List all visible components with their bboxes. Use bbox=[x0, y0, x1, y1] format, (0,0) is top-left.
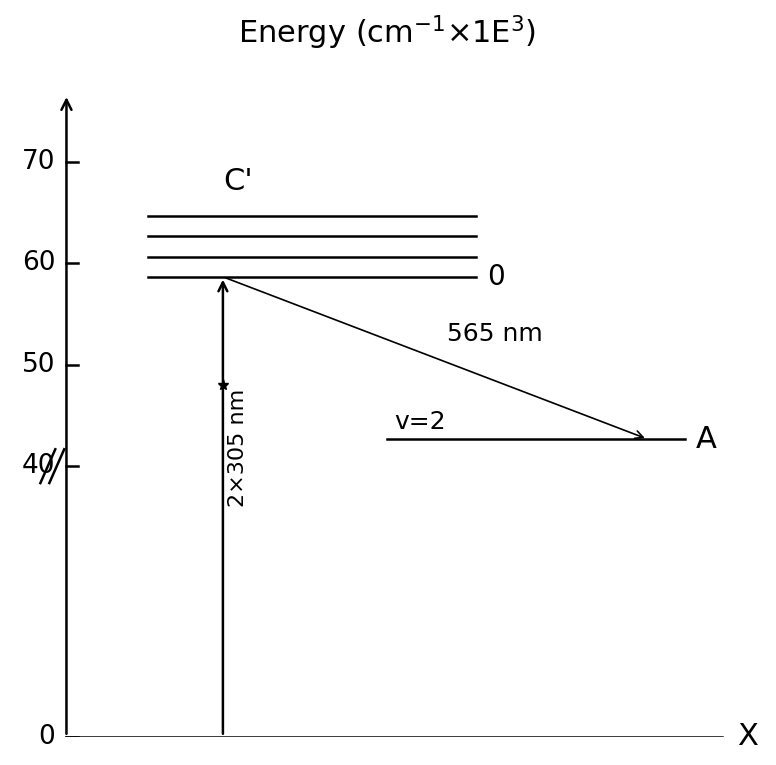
Text: v=2: v=2 bbox=[394, 410, 446, 434]
Text: 40: 40 bbox=[22, 453, 55, 479]
Text: 2×305 nm: 2×305 nm bbox=[228, 389, 248, 506]
Title: Energy (cm$^{-1}$$\times$1E$^{3}$): Energy (cm$^{-1}$$\times$1E$^{3}$) bbox=[237, 14, 536, 52]
Text: 565 nm: 565 nm bbox=[447, 322, 542, 347]
Text: C': C' bbox=[223, 167, 253, 196]
Text: 50: 50 bbox=[22, 352, 55, 378]
Text: 0: 0 bbox=[487, 263, 505, 291]
Text: 70: 70 bbox=[22, 149, 55, 175]
Text: 0: 0 bbox=[39, 724, 55, 750]
Text: X: X bbox=[737, 722, 758, 751]
Text: 60: 60 bbox=[22, 250, 55, 276]
Text: A: A bbox=[696, 425, 717, 454]
